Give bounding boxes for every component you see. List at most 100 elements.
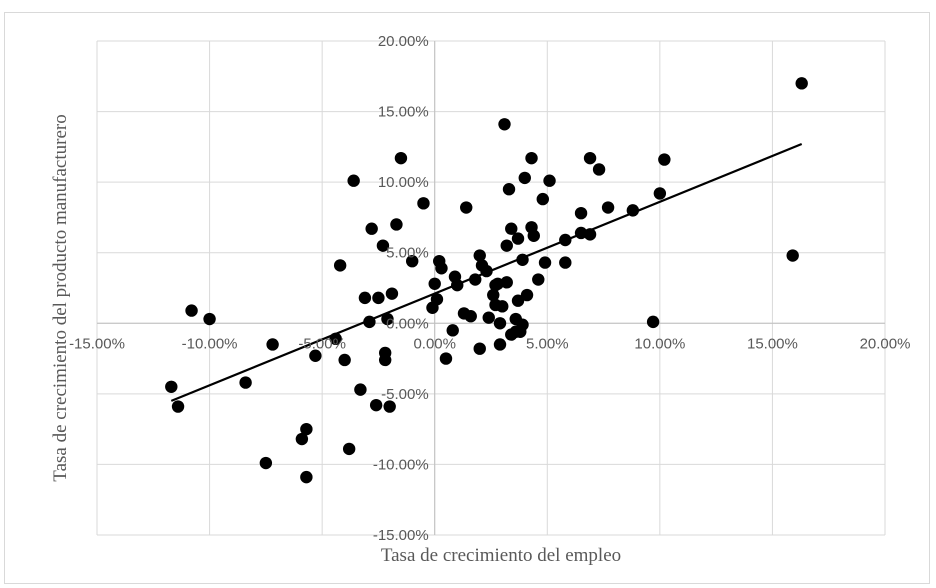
data-point <box>574 206 588 220</box>
data-point <box>502 183 516 196</box>
x-tick-label: -10.00% <box>182 335 238 352</box>
data-point <box>259 456 273 470</box>
data-point <box>460 201 473 214</box>
data-point <box>653 187 667 200</box>
data-point <box>496 300 509 313</box>
data-point <box>439 352 453 365</box>
data-point <box>446 324 459 337</box>
x-tick-label: 20.00% <box>860 335 911 352</box>
data-point <box>516 318 529 331</box>
x-tick-label: 0.00% <box>413 335 456 352</box>
y-tick-label: -10.00% <box>373 456 429 473</box>
data-point <box>516 253 529 266</box>
data-point <box>464 310 477 323</box>
data-point <box>532 273 545 286</box>
data-point <box>527 229 540 242</box>
data-point <box>381 312 394 326</box>
data-point <box>376 239 390 252</box>
scatter-plot: -15.00% -10.00% -5.00% 0.00% 5.00% 10.00% 15.0… <box>50 33 910 566</box>
data-point <box>333 259 347 272</box>
data-point <box>658 153 671 166</box>
data-point <box>518 171 531 185</box>
data-point <box>538 256 552 269</box>
data-point <box>369 398 383 412</box>
x-tick-label: -5.00% <box>298 335 346 352</box>
data-point <box>309 349 322 362</box>
data-point <box>365 222 378 235</box>
y-tick-label: 20.00% <box>378 33 429 50</box>
data-point <box>500 239 513 252</box>
data-point <box>394 151 408 165</box>
data-point <box>239 376 252 389</box>
data-point <box>430 293 444 306</box>
x-tick-label: 5.00% <box>526 335 569 352</box>
data-point <box>473 342 486 355</box>
data-point <box>354 383 367 396</box>
x-tick-label: -15.00% <box>69 335 125 352</box>
data-point <box>342 442 356 456</box>
data-point <box>406 254 419 268</box>
data-point <box>266 338 279 351</box>
data-point <box>493 338 507 351</box>
data-point <box>165 380 178 393</box>
chart-frame: -15.00% -10.00% -5.00% 0.00% 5.00% 10.00% 15.0… <box>4 12 930 584</box>
y-tick-label: 15.00% <box>378 104 429 121</box>
data-point <box>358 291 372 305</box>
data-point <box>536 192 549 206</box>
data-point <box>646 315 660 329</box>
x-tick-label: 15.00% <box>747 335 798 352</box>
y-tick-labels: -15.00% -10.00% -5.00% 0.00% 5.00% 10.00% 15.0… <box>373 33 429 544</box>
data-point <box>795 77 808 90</box>
data-point <box>525 151 538 165</box>
data-point <box>511 294 525 307</box>
data-points <box>165 77 808 484</box>
data-point <box>626 204 640 217</box>
data-point <box>493 317 507 330</box>
data-point <box>383 400 396 413</box>
data-point <box>473 249 486 262</box>
data-point <box>480 264 493 278</box>
data-point <box>329 332 342 346</box>
data-point <box>543 174 556 187</box>
data-point <box>347 174 360 187</box>
data-point <box>435 262 448 275</box>
data-point <box>559 256 572 269</box>
data-point <box>363 315 376 329</box>
data-point <box>378 353 392 367</box>
data-point <box>505 222 518 235</box>
data-point <box>583 151 597 165</box>
y-tick-label: 0.00% <box>386 315 429 332</box>
data-point <box>300 470 313 484</box>
data-point <box>469 273 482 286</box>
y-tick-label: 5.00% <box>386 245 429 262</box>
data-point <box>559 233 572 247</box>
data-point <box>511 232 525 245</box>
data-point <box>601 201 615 214</box>
y-tick-label: -5.00% <box>381 386 429 403</box>
data-point <box>385 287 399 300</box>
data-point <box>417 197 430 210</box>
x-tick-labels: -15.00% -10.00% -5.00% 0.00% 5.00% 10.00% 15.0… <box>69 335 910 352</box>
data-point <box>300 422 313 436</box>
y-axis-title: Tasa de crecimiento del producto manufac… <box>50 114 71 481</box>
data-point <box>203 312 216 326</box>
x-tick-label: 10.00% <box>634 335 685 352</box>
data-point <box>592 163 606 176</box>
data-point <box>482 311 495 324</box>
data-point <box>295 432 309 446</box>
data-point <box>786 249 799 262</box>
y-tick-label: 10.00% <box>378 174 429 191</box>
data-point <box>487 288 500 302</box>
data-point <box>451 278 464 292</box>
y-tick-label: -15.00% <box>373 527 429 544</box>
data-point <box>185 304 198 317</box>
data-point <box>338 353 351 367</box>
data-point <box>428 277 441 290</box>
data-point <box>372 291 385 305</box>
data-point <box>390 218 403 231</box>
data-point <box>520 288 534 302</box>
data-point <box>171 400 185 413</box>
data-point <box>583 228 597 241</box>
data-point <box>498 118 511 131</box>
x-axis-title: Tasa de crecimiento del empleo <box>381 545 621 566</box>
